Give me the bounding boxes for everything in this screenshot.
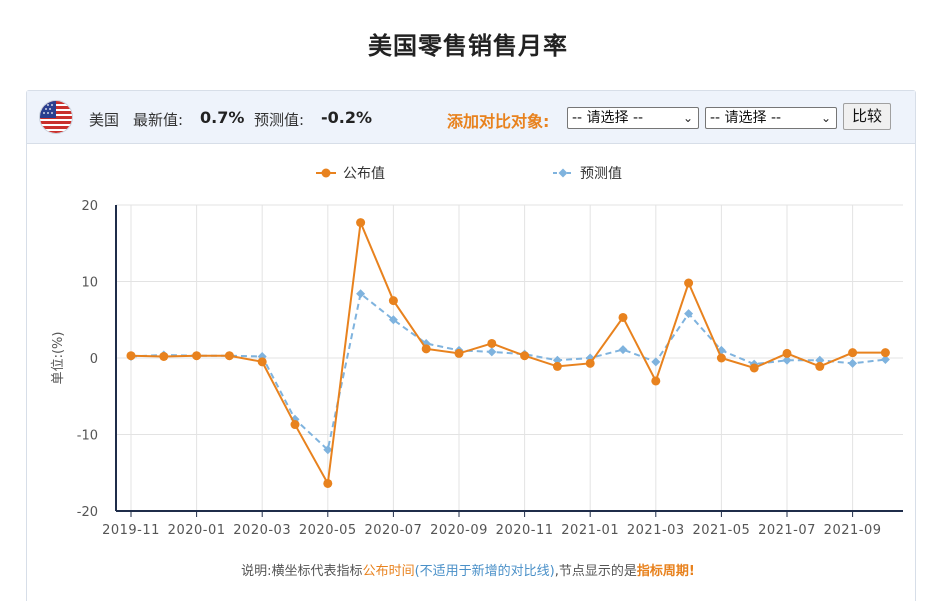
footnote-middle: ,节点显示的是 xyxy=(554,564,637,579)
actual-point xyxy=(159,351,169,361)
compare-select-1[interactable]: -- 请选择 -- ⌄ xyxy=(567,107,699,129)
actual-point xyxy=(749,363,759,373)
chevron-down-icon: ⌄ xyxy=(682,111,693,125)
legend-actual-label: 公布值 xyxy=(343,166,385,182)
country-name: 美国 xyxy=(89,111,120,129)
x-tick-label: 2020-11 xyxy=(496,523,554,538)
chart-panel: 美国 最新值: 0.7% 预测值: -0.2% 添加对比对象: -- 请选择 -… xyxy=(26,90,916,601)
actual-point xyxy=(815,361,825,371)
chart-axes: -20 -10 0 10 20 2019-11 2020-01 2020-03 2020-05 2… xyxy=(51,199,903,538)
legend-forecast-marker xyxy=(558,168,568,178)
forecast-point xyxy=(684,309,694,319)
latest-value: 0.7% xyxy=(200,108,245,127)
actual-point xyxy=(651,376,661,386)
y-tick-label: 10 xyxy=(81,276,98,291)
chart-footnote: 说明:横坐标代表指标公布时间(不适用于新增的对比线),节点显示的是指标周期! xyxy=(0,560,936,579)
x-tick-label: 2021-03 xyxy=(627,523,685,538)
actual-point xyxy=(257,357,267,367)
x-tick-label: 2019-11 xyxy=(102,523,160,538)
forecast-point xyxy=(848,358,858,368)
actual-point xyxy=(618,312,628,322)
forecast-point xyxy=(651,357,661,367)
forecast-value: -0.2% xyxy=(321,108,373,127)
actual-point xyxy=(880,348,890,358)
actual-point xyxy=(323,478,333,488)
compare-select-2-value: -- 请选择 -- xyxy=(710,110,782,126)
line-chart: -20 -10 0 10 20 2019-11 2020-01 2020-03 2020-05 2… xyxy=(51,166,903,538)
x-tick-label: 2020-01 xyxy=(168,523,226,538)
compare-button[interactable]: 比较 xyxy=(843,103,891,130)
x-tick-label: 2020-09 xyxy=(430,523,488,538)
forecast-point xyxy=(618,345,628,355)
page-title: 美国零售销售月率 xyxy=(368,32,568,60)
actual-point xyxy=(290,420,300,430)
latest-value-label: 最新值: xyxy=(133,111,184,129)
actual-point xyxy=(356,218,366,228)
y-axis-label: 单位:(%) xyxy=(51,332,66,385)
y-tick-label: 20 xyxy=(81,199,98,214)
actual-point xyxy=(421,344,431,354)
forecast-point xyxy=(388,315,398,325)
footnote-prefix: 说明:横坐标代表指标 xyxy=(241,564,363,579)
compare-select-1-value: -- 请选择 -- xyxy=(572,110,644,126)
chevron-down-icon: ⌄ xyxy=(820,111,831,125)
chart-series xyxy=(126,218,890,488)
us-flag-icon xyxy=(39,100,73,134)
footnote-highlight-period: 指标周期! xyxy=(636,564,695,579)
actual-point xyxy=(782,348,792,358)
x-tick-label: 2021-07 xyxy=(758,523,816,538)
forecast-point xyxy=(356,289,366,299)
forecast-series-line xyxy=(130,291,886,452)
forecast-point xyxy=(782,355,792,365)
actual-series-line xyxy=(130,218,886,487)
legend-forecast-label: 预测值 xyxy=(580,166,622,182)
forecast-point xyxy=(487,347,497,357)
y-tick-label: 0 xyxy=(90,352,98,367)
actual-point xyxy=(487,338,497,348)
forecast-point xyxy=(880,355,890,365)
compare-target-label: 添加对比对象: xyxy=(447,112,550,131)
actual-point xyxy=(848,348,858,358)
forecast-value-label: 预测值: xyxy=(254,111,305,129)
x-tick-label: 2020-05 xyxy=(299,523,357,538)
actual-point xyxy=(585,358,595,368)
actual-point xyxy=(388,296,398,306)
actual-point xyxy=(520,351,530,361)
x-tick-label: 2021-05 xyxy=(692,523,750,538)
actual-point xyxy=(126,351,136,361)
compare-select-2[interactable]: -- 请选择 -- ⌄ xyxy=(705,107,837,129)
x-tick-label: 2021-09 xyxy=(824,523,882,538)
actual-point xyxy=(552,361,562,371)
footnote-highlight-publish-time: 公布时间 xyxy=(362,564,415,579)
x-tick-label: 2020-03 xyxy=(233,523,291,538)
y-tick-label: -10 xyxy=(77,429,98,444)
chart-legend: 公布值 预测值 xyxy=(316,166,622,182)
actual-point xyxy=(454,348,464,358)
actual-point xyxy=(716,353,726,363)
x-tick-label: 2021-01 xyxy=(561,523,619,538)
forecast-point xyxy=(323,445,333,455)
actual-point xyxy=(192,351,202,361)
actual-point xyxy=(224,351,234,361)
x-tick-label: 2020-07 xyxy=(364,523,422,538)
legend-actual-marker xyxy=(321,168,331,178)
panel-header: 美国 最新值: 0.7% 预测值: -0.2% 添加对比对象: -- 请选择 -… xyxy=(27,91,915,144)
y-tick-label: -20 xyxy=(77,505,98,520)
footnote-highlight-note: (不适用于新增的对比线) xyxy=(414,564,555,579)
actual-point xyxy=(684,278,694,288)
